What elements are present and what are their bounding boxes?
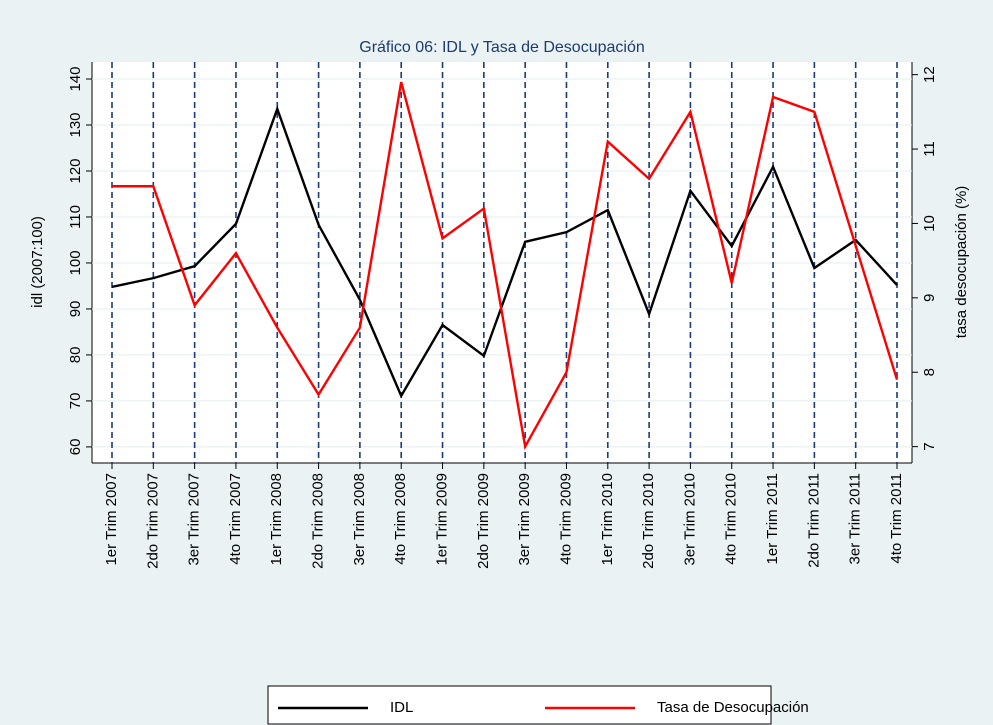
x-tick-label: 3er Trim 2011 <box>847 473 864 564</box>
series-line <box>112 81 899 451</box>
x-tick-label: 3er Trim 2009 <box>516 473 533 566</box>
y-tick-label: 120 <box>67 158 84 183</box>
y-tick-label: 110 <box>67 205 84 229</box>
x-tick-label: 2do Trim 2008 <box>310 473 327 569</box>
x-tick-label: 2do Trim 2009 <box>475 473 492 569</box>
chart-title: Gráfico 06: IDL y Tasa de Desocupación <box>359 39 645 56</box>
legend-label: Tasa de Desocupación <box>657 699 809 716</box>
x-tick-label: 2do Trim 2007 <box>144 473 161 569</box>
y-tick-label: 90 <box>67 301 84 318</box>
x-tick-label: 1er Trim 2008 <box>268 473 285 566</box>
x-tick-label: 1er Trim 2009 <box>433 473 450 566</box>
x-tick-label: 3er Trim 2010 <box>681 473 698 566</box>
x-tick-label: 4to Trim 2010 <box>723 473 740 565</box>
x-tick-label: 1er Trim 2010 <box>599 473 616 566</box>
y2-axis-label: tasa desocupación (%) <box>953 186 970 339</box>
y-tick-label: 140 <box>67 66 84 91</box>
x-tick-label: 1er Trim 2011 <box>764 473 781 564</box>
y-tick-label: 70 <box>67 393 84 410</box>
legend-label: IDL <box>390 699 413 716</box>
x-tick-label: 1er Trim 2007 <box>103 473 120 566</box>
y-tick-label: 60 <box>67 439 84 456</box>
x-tick-label: 4to Trim 2008 <box>392 473 409 565</box>
x-tick-label: 3er Trim 2007 <box>186 473 203 566</box>
y-axis-label: idl (2007:100) <box>29 216 46 308</box>
y2-tick-label: 10 <box>921 215 938 232</box>
y-tick-label: 100 <box>67 250 84 275</box>
x-tick-label: 4to Trim 2007 <box>227 473 244 565</box>
y2-tick-label: 9 <box>921 294 938 302</box>
y2-tick-label: 11 <box>921 141 938 157</box>
x-tick-label: 4to Trim 2011 <box>888 473 905 564</box>
y2-tick-label: 7 <box>921 442 938 450</box>
y-tick-label: 80 <box>67 347 84 364</box>
x-tick-label: 4to Trim 2009 <box>557 473 574 565</box>
y2-tick-label: 8 <box>921 368 938 376</box>
x-tick-label: 3er Trim 2008 <box>351 473 368 566</box>
x-tick-label: 2do Trim 2011 <box>805 473 822 568</box>
x-tick-label: 2do Trim 2010 <box>640 473 657 569</box>
series-line <box>111 105 898 399</box>
y2-tick-label: 12 <box>921 66 938 83</box>
y-tick-label: 130 <box>67 112 84 137</box>
legend <box>267 685 772 725</box>
